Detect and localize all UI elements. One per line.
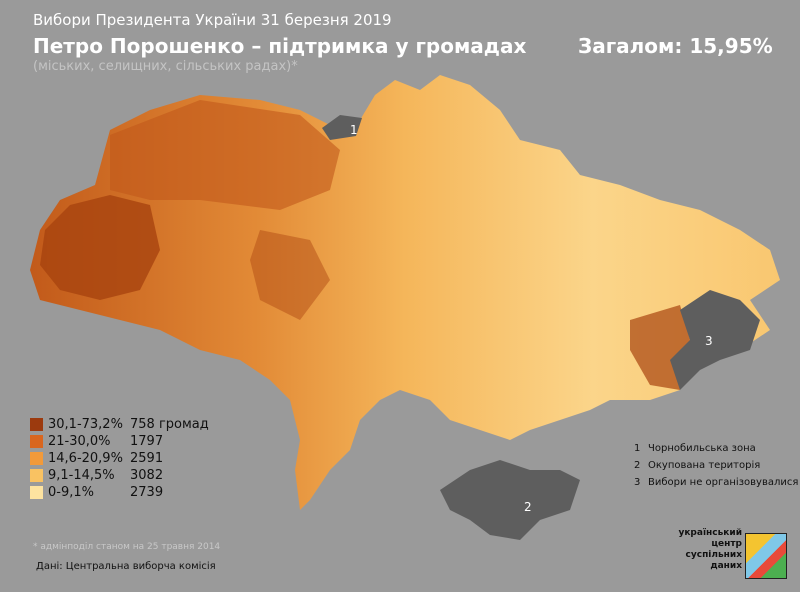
- zone-2-marker: 2: [524, 500, 532, 514]
- vinnytsia-high: [250, 230, 330, 320]
- legend-range: 21-30,0%: [48, 434, 111, 449]
- legend-count: 758 громад: [130, 417, 209, 432]
- data-source: Дані: Центральна виборча комісія: [36, 561, 216, 572]
- legend-count: 2591: [130, 451, 164, 466]
- legend: 30,1-73,2% 758 громад 21-30,0% 1797 14,6-2…: [30, 416, 209, 501]
- legend-count: 3082: [130, 468, 164, 483]
- legend-range: 0-9,1%: [48, 485, 94, 500]
- legend-row: 9,1-14,5% 3082: [30, 467, 209, 484]
- legend-count: 2739: [130, 485, 164, 500]
- legend-row: 14,6-20,9% 2591: [30, 450, 209, 467]
- zone-1-marker: 1: [350, 123, 358, 137]
- logo-text: український центр суспільних даних: [678, 528, 742, 571]
- crimea: [440, 460, 580, 540]
- legend-swatch: [30, 452, 43, 465]
- legend-swatch: [30, 435, 43, 448]
- zones-legend: 1 Чорнобильська зона 2 Окупована територія…: [634, 443, 798, 494]
- legend-range: 30,1-73,2%: [48, 417, 123, 432]
- footnote: * адмінподіл станом на 25 травня 2014: [33, 542, 221, 552]
- legend-row: 30,1-73,2% 758 громад: [30, 416, 209, 433]
- legend-swatch: [30, 469, 43, 482]
- map-subtitle: (міських, селищних, сільських радах)*: [33, 59, 298, 74]
- logo-icon: [745, 533, 787, 579]
- legend-count: 1797: [130, 434, 164, 449]
- legend-range: 9,1-14,5%: [48, 468, 115, 483]
- occupied-east: [670, 290, 760, 390]
- supertitle: Вибори Президента України 31 березня 201…: [33, 11, 392, 29]
- legend-row: 0-9,1% 2739: [30, 484, 209, 501]
- total-result: Загалом: 15,95%: [578, 34, 773, 58]
- zone-item: 2 Окупована територія: [634, 460, 761, 471]
- zone-3-marker: 3: [705, 334, 713, 348]
- legend-range: 14,6-20,9%: [48, 451, 123, 466]
- chernobyl-zone: [322, 115, 362, 140]
- map-title: Петро Порошенко – підтримка у громадах: [33, 34, 527, 58]
- legend-row: 21-30,0% 1797: [30, 433, 209, 450]
- legend-swatch: [30, 486, 43, 499]
- zone-item: 1 Чорнобильська зона: [634, 443, 756, 454]
- central-west-high: [110, 100, 340, 210]
- western-region-high: [40, 195, 160, 300]
- zone-item: 3 Вибори не організовувалися: [634, 477, 799, 488]
- legend-swatch: [30, 418, 43, 431]
